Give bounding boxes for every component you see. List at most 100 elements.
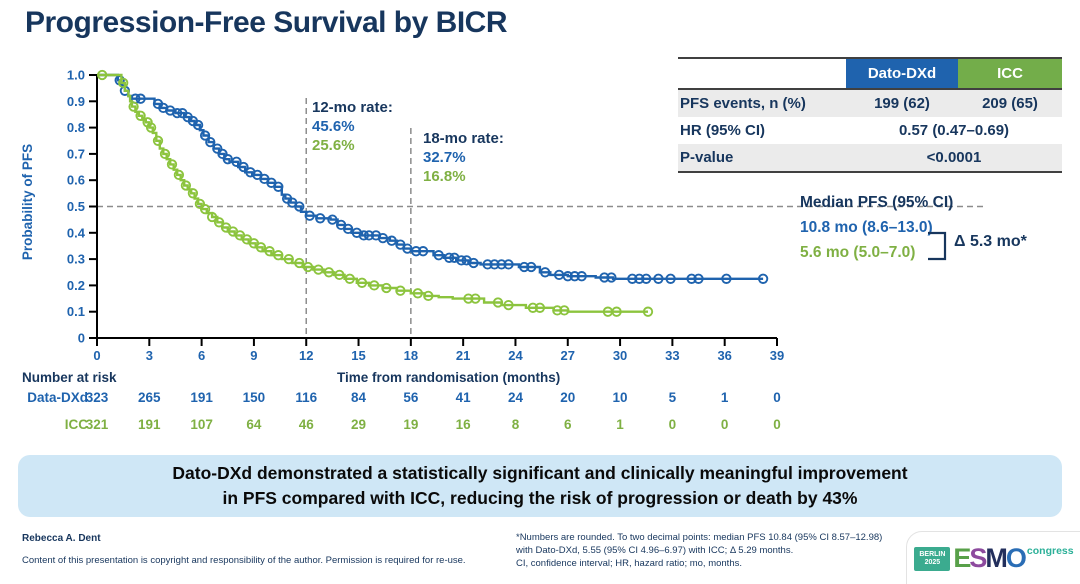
censor-mark-dato-dxd [721, 273, 732, 284]
rate-12mo-annotation: 12-mo rate: 45.6% 25.6% [312, 98, 393, 155]
berlin-2025-badge: BERLIN 2025 [914, 546, 951, 571]
y-tick-label: 1.0 [67, 68, 85, 83]
censor-mark-icc [412, 288, 423, 299]
censor-mark-icc [323, 267, 335, 278]
risk-count: 150 [242, 390, 266, 405]
y-tick-label: 0.2 [67, 278, 85, 293]
censor-mark-icc [152, 135, 164, 146]
esmo-letter-e: E [953, 543, 971, 573]
censor-mark-dato-dxd [273, 181, 284, 192]
censor-mark-icc [180, 180, 192, 191]
censor-mark-icc [423, 290, 434, 302]
censor-mark-dato-dxd [410, 246, 422, 257]
y-tick-label: 0.5 [67, 199, 85, 214]
censor-mark-dato-dxd [627, 273, 638, 284]
risk-count: 84 [351, 390, 367, 405]
censor-mark-icc [369, 280, 380, 291]
risk-count: 41 [455, 390, 471, 405]
risk-count: 5 [668, 390, 677, 405]
censor-mark-dato-dxd [562, 271, 573, 282]
censor-mark-icc [97, 69, 108, 81]
censor-mark-dato-dxd [315, 213, 326, 224]
censor-mark-dato-dxd [489, 259, 500, 270]
censor-mark-dato-dxd [686, 273, 697, 284]
y-tick-label: 0.3 [67, 252, 85, 267]
censor-mark-dato-dxd [342, 223, 354, 235]
hr-label: HR (95% CI) [680, 122, 766, 139]
km-curve-icc [97, 73, 648, 313]
censor-mark-icc [527, 302, 539, 313]
risk-row-data-dxd: Data-DXd 323 265 191 150 116 84 56 41 24 20 10 5 1 0 [0, 390, 800, 408]
censor-mark-dato-dxd [172, 107, 183, 119]
berlin-label: BERLIN [919, 550, 946, 558]
y-tick-label: 0 [78, 331, 85, 346]
x-tick-label: 36 [717, 348, 731, 363]
risk-count: 0 [720, 417, 729, 432]
censor-mark-icc [145, 122, 157, 133]
censor-mark-dato-dxd [519, 261, 530, 273]
delta-bracket [928, 231, 947, 261]
rate-12mo-icc: 25.6% [312, 137, 355, 154]
censor-mark-icc [642, 306, 654, 317]
censor-mark-dato-dxd [417, 246, 429, 257]
risk-count: 0 [773, 390, 781, 405]
censor-mark-dato-dxd [468, 257, 479, 269]
esmo-wordmark: ESMO [953, 543, 1027, 574]
pfs-events-icc: 209 (65) [982, 95, 1038, 112]
censor-mark-dato-dxd [304, 210, 315, 221]
number-at-risk-title: Number at risk [22, 370, 117, 385]
page-title: Progression-Free Survival by BICR [25, 6, 508, 39]
censor-mark-dato-dxd [212, 143, 223, 154]
censor-mark-icc [159, 148, 171, 160]
censor-mark-icc [166, 159, 178, 170]
censor-mark-dato-dxd [599, 272, 610, 283]
censor-mark-icc [492, 297, 504, 308]
censor-mark-icc [194, 198, 206, 210]
x-tick-label: 24 [508, 348, 523, 363]
congress-label: congress [1026, 544, 1074, 557]
esmo-letter-m: M [985, 543, 1007, 573]
table-row-pfs-events: PFS events, n (%) 199 (62) 209 (65) [678, 90, 1062, 117]
censor-mark-dato-dxd [693, 273, 704, 284]
censor-mark-dato-dxd [205, 136, 216, 148]
censor-mark-icc [255, 242, 267, 253]
censor-mark-icc [206, 211, 218, 223]
x-tick-label: 39 [770, 348, 784, 363]
risk-row-label: Data-DXd [27, 390, 88, 405]
censor-mark-dato-dxd [377, 232, 389, 244]
median-pfs-heading: Median PFS (95% CI) [800, 194, 954, 211]
censor-mark-dato-dxd [294, 201, 305, 212]
censor-mark-icc [187, 188, 199, 199]
censor-mark-dato-dxd [217, 148, 228, 160]
censor-mark-dato-dxd [222, 154, 233, 165]
rate-18mo-annotation: 18-mo rate: 32.7% 16.8% [423, 129, 504, 186]
conclusion-line1: Dato-DXd demonstrated a statistically si… [172, 463, 908, 483]
y-tick-label: 0.8 [67, 120, 85, 135]
rate-18mo-icc: 16.8% [423, 168, 466, 185]
median-pfs-dato: 10.8 mo (8.6–13.0) [800, 219, 933, 236]
risk-count: 10 [612, 390, 628, 405]
results-header-spacer [678, 59, 846, 88]
censor-mark-dato-dxd [135, 93, 146, 104]
table-row-pvalue: P-value <0.0001 [678, 144, 1062, 171]
censor-mark-dato-dxd [653, 273, 664, 284]
risk-count: 323 [85, 390, 109, 405]
censor-mark-dato-dxd [238, 161, 249, 173]
x-tick-label: 6 [198, 348, 205, 363]
censor-mark-dato-dxd [433, 250, 444, 261]
censor-mark-icc [334, 269, 345, 281]
risk-count: 1 [616, 417, 624, 432]
censor-mark-dato-dxd [199, 130, 211, 141]
censor-mark-dato-dxd [665, 273, 676, 284]
censor-mark-dato-dxd [641, 273, 652, 284]
censor-mark-icc [470, 293, 481, 304]
censor-mark-icc [559, 305, 570, 316]
pfs-events-dato: 199 (62) [874, 95, 930, 112]
censor-mark-dato-dxd [363, 230, 375, 241]
risk-count: 107 [190, 417, 213, 432]
y-tick-label: 0.1 [67, 304, 85, 319]
censor-mark-icc [283, 253, 294, 265]
censor-mark-icc [503, 299, 514, 311]
table-row-hr: HR (95% CI) 0.57 (0.47–0.69) [678, 117, 1062, 144]
censor-mark-icc [273, 250, 284, 261]
